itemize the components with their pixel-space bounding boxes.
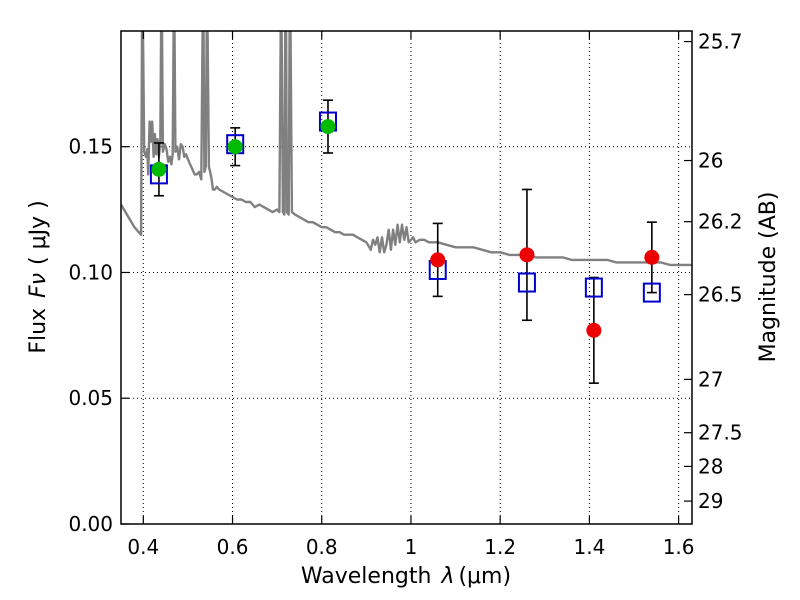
y2-tick-label: 27: [698, 367, 723, 391]
plot-frame: [120, 30, 693, 525]
y-tick-labels: 0.00 0.05 0.10 0.15: [68, 135, 113, 536]
x-tick-label: 0.4: [127, 535, 159, 559]
x-tick-label: 1: [405, 535, 418, 559]
y2-axis-label: Magnitude (AB): [756, 192, 781, 363]
model-square-marker: [642, 282, 661, 303]
y2-tick-label: 25.7: [698, 30, 743, 54]
model-square-marker: [517, 272, 536, 293]
green-data-point: [227, 139, 243, 155]
y-axis-label: FluxFν( μJy ): [26, 200, 51, 353]
y2-tick-label: 27.5: [698, 421, 743, 445]
spectrum-layer: [121, 31, 692, 267]
y-tick-label: 0.15: [68, 135, 113, 159]
red-data-point: [519, 247, 535, 263]
y-tick-label: 0.05: [68, 386, 113, 410]
x-tick-label: 1.6: [663, 535, 695, 559]
data-markers: [149, 111, 661, 338]
y2-tick-label: 26.2: [698, 210, 743, 234]
y-tick-label: 0.00: [68, 512, 113, 536]
red-data-point: [586, 322, 602, 338]
green-data-point: [320, 119, 336, 135]
x-tick-label: 1.4: [573, 535, 605, 559]
x-tick-label: 0.6: [217, 535, 249, 559]
x-axis-label: Wavelength λ (μm): [301, 564, 511, 589]
y2-tick-label: 26.5: [698, 283, 743, 307]
y-tick-label: 0.10: [68, 260, 113, 284]
x-tick-label: 0.8: [306, 535, 338, 559]
x-tick-label: 1.2: [484, 535, 516, 559]
y2-tick-label: 28: [698, 454, 723, 478]
green-data-point: [151, 161, 167, 177]
red-data-point: [644, 249, 660, 265]
x-tick-labels: 0.4 0.6 0.8 1 1.2 1.4 1.6: [127, 535, 694, 559]
model-square-marker: [584, 277, 603, 298]
red-data-point: [430, 252, 446, 268]
spectrum-line: [121, 31, 692, 267]
axis-ticks: [121, 31, 692, 525]
y2-tick-labels: 25.7 26 26.2 26.5 27 27.5 28 29: [698, 30, 743, 514]
y2-tick-label: 29: [698, 489, 723, 513]
y2-tick-label: 26: [698, 149, 723, 173]
